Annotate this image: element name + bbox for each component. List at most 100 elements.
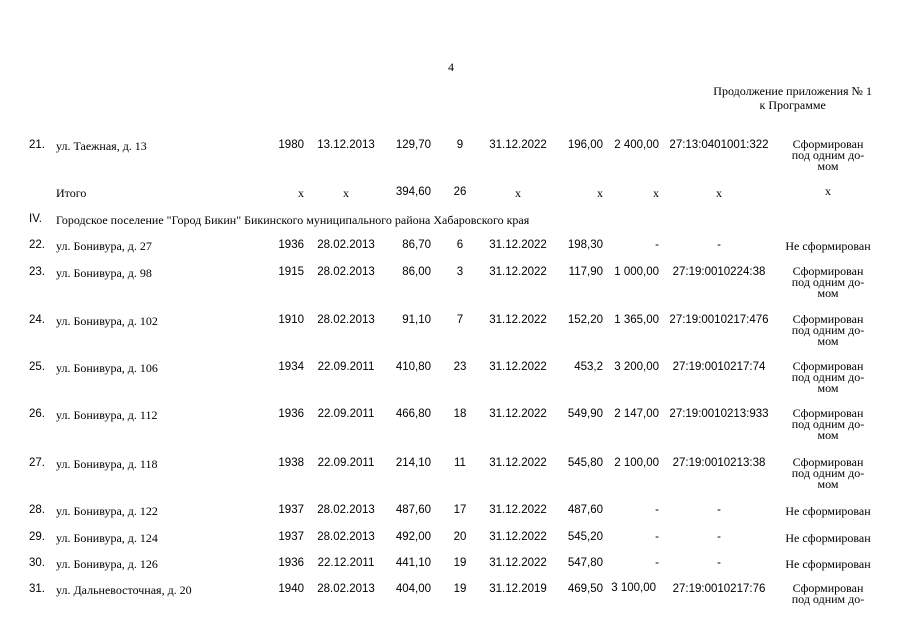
status-line: Не сформирован <box>785 504 871 518</box>
row-residents: 23 <box>453 361 467 373</box>
row-status: Сформирован под одним до- мом <box>776 265 880 299</box>
row-amount: - <box>655 531 659 543</box>
row-area-2: 453,2 <box>574 361 603 373</box>
status-line: Не сформирован <box>785 239 871 253</box>
row-amount: - <box>655 557 659 569</box>
total-date-planned: х <box>515 186 521 200</box>
row-number: 31. <box>29 583 45 595</box>
row-date-recognized: 22.12.2011 <box>317 557 375 569</box>
status-line: Сформирован <box>792 359 864 373</box>
row-date-planned: 31.12.2022 <box>489 557 547 569</box>
status-line: под одним до- <box>791 323 865 337</box>
row-year: 1938 <box>278 457 304 469</box>
row-residents: 7 <box>456 314 464 326</box>
row-date-recognized: 13.12.2013 <box>317 139 375 151</box>
row-area-2: 547,80 <box>567 557 603 569</box>
row-date-planned: 31.12.2022 <box>489 361 547 373</box>
row-area-2: 196,00 <box>567 139 603 151</box>
row-number: 27. <box>29 457 45 469</box>
row-date-recognized: 28.02.2013 <box>317 583 375 595</box>
status-line: Не сформирован <box>785 531 871 545</box>
row-date-planned: 31.12.2022 <box>489 314 547 326</box>
row-cadastral: - <box>717 239 721 251</box>
row-cadastral: - <box>717 504 721 516</box>
total-year: х <box>298 186 304 200</box>
row-cadastral: 27:19:0010224:38 <box>672 266 766 278</box>
row-cadastral: - <box>717 557 721 569</box>
row-area-2: 469,50 <box>567 583 603 595</box>
row-date-planned: 31.12.2022 <box>489 504 547 516</box>
row-amount: 1 000,00 <box>614 266 659 278</box>
row-address: ул. Бонивура, д. 126 <box>56 557 158 571</box>
status-line: под одним до- <box>791 466 865 480</box>
row-number: 26. <box>29 408 45 420</box>
row-status: Сформирован под одним до- мом <box>776 137 880 172</box>
row-area: 404,00 <box>395 583 431 595</box>
row-amount: 2 400,00 <box>614 139 659 151</box>
row-area-2: 117,90 <box>568 266 603 278</box>
row-address: ул. Бонивура, д. 112 <box>56 408 158 422</box>
row-residents: 19 <box>453 557 467 569</box>
row-area: 129,70 <box>395 139 431 151</box>
row-status: Не сформирован <box>776 239 880 253</box>
section-title: Городское поселение "Город Бикин" Бикинс… <box>56 213 530 227</box>
row-number: 21. <box>29 139 45 151</box>
row-year: 1936 <box>278 408 304 420</box>
row-year: 1934 <box>278 361 304 373</box>
row-residents: 6 <box>456 239 464 251</box>
status-line: мом <box>817 381 839 395</box>
row-number: 24. <box>29 314 45 326</box>
row-cadastral: 27:19:0010213:38 <box>672 457 766 469</box>
row-address: ул. Бонивура, д. 118 <box>56 457 158 471</box>
row-area-2: 487,60 <box>567 504 603 516</box>
row-amount: 2 100,00 <box>614 457 659 469</box>
row-date-planned: 31.12.2022 <box>489 139 547 151</box>
total-area: 394,60 <box>395 186 431 198</box>
row-year: 1937 <box>278 504 304 516</box>
section-number: IV. <box>29 213 43 225</box>
row-amount: - <box>655 504 659 516</box>
status-line: Сформирован <box>792 312 864 326</box>
row-area: 86,00 <box>402 266 431 278</box>
row-cadastral: 27:13:0401001:322 <box>669 139 769 151</box>
row-residents: 18 <box>453 408 467 420</box>
row-address: ул. Бонивура, д. 27 <box>56 239 152 253</box>
total-amount: х <box>653 186 659 200</box>
row-area: 86,70 <box>402 239 431 251</box>
row-cadastral: - <box>717 531 721 543</box>
status-line: мом <box>817 428 839 442</box>
row-residents: 11 <box>454 457 466 469</box>
row-area-2: 545,20 <box>567 531 603 543</box>
row-area: 492,00 <box>395 531 431 543</box>
row-date-recognized: 28.02.2013 <box>317 531 375 543</box>
row-address: ул. Бонивура, д. 102 <box>56 314 158 328</box>
row-amount: 3 200,00 <box>614 361 659 373</box>
row-date-recognized: 22.09.2011 <box>317 457 375 469</box>
row-year: 1937 <box>278 531 304 543</box>
row-number: 29. <box>29 531 45 543</box>
total-cadastral: х <box>716 186 722 200</box>
total-area-2: х <box>597 186 603 200</box>
row-number: 22. <box>29 239 45 251</box>
row-status: Не сформирован <box>776 557 880 571</box>
page-number: 4 <box>448 60 454 74</box>
row-address: ул. Бонивура, д. 122 <box>56 504 158 518</box>
row-residents: 20 <box>453 531 467 543</box>
row-date-planned: 31.12.2022 <box>489 408 547 420</box>
status-line: под одним до- <box>791 417 865 431</box>
row-status: Не сформирован <box>776 531 880 545</box>
status-line: Сформирован <box>792 137 864 151</box>
row-year: 1915 <box>278 266 304 278</box>
row-address: ул. Бонивура, д. 98 <box>56 266 152 280</box>
row-amount: - <box>655 239 659 251</box>
row-date-planned: 31.12.2022 <box>489 239 547 251</box>
status-line: мом <box>817 477 839 491</box>
row-date-recognized: 28.02.2013 <box>317 504 375 516</box>
row-residents: 9 <box>456 139 464 151</box>
row-year: 1936 <box>278 239 304 251</box>
row-date-recognized: 22.09.2011 <box>317 408 375 420</box>
row-amount: 2 147,00 <box>614 408 659 420</box>
row-year: 1910 <box>278 314 304 326</box>
appendix-note: Продолжение приложения № 1 к Программе <box>713 84 872 112</box>
row-date-planned: 31.12.2019 <box>489 583 547 595</box>
